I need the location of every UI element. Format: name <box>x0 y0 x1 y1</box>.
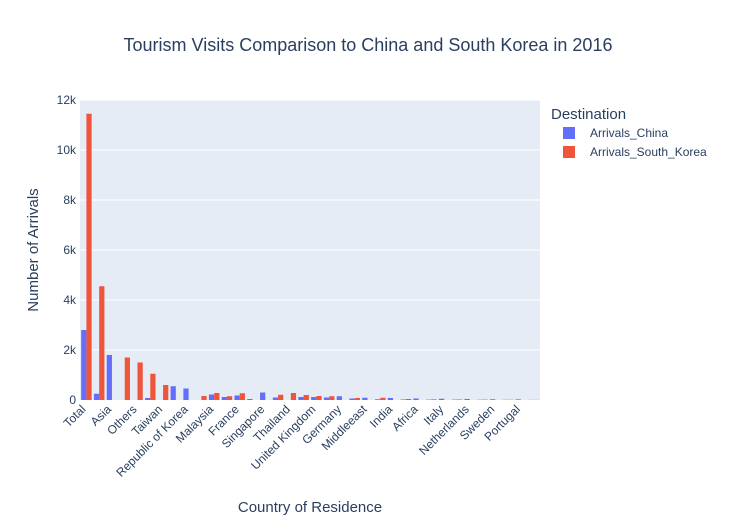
bar-arrivals-china[interactable] <box>349 399 354 401</box>
y-axis-label: Number of Arrivals <box>25 188 42 311</box>
bar-arrivals-china[interactable] <box>324 398 329 401</box>
bar-arrivals-china[interactable] <box>107 355 112 400</box>
bar-arrivals-china[interactable] <box>516 399 521 400</box>
bar-arrivals-south-korea[interactable] <box>125 358 130 401</box>
bar-arrivals-china[interactable] <box>260 393 265 401</box>
bar-arrivals-south-korea[interactable] <box>278 395 283 400</box>
x-tick-label: Africa <box>389 402 421 434</box>
bar-arrivals-china[interactable] <box>298 397 303 400</box>
bar-arrivals-china[interactable] <box>413 399 418 401</box>
bar-arrivals-south-korea[interactable] <box>163 385 168 400</box>
bar-arrivals-china[interactable] <box>171 386 176 400</box>
bar-arrivals-south-korea[interactable] <box>138 363 143 401</box>
bar-arrivals-south-korea[interactable] <box>406 399 411 400</box>
bar-arrivals-china[interactable] <box>273 398 278 401</box>
bar-arrivals-south-korea[interactable] <box>329 396 334 400</box>
bar-arrivals-south-korea[interactable] <box>457 400 462 401</box>
y-tick-label: 8k <box>63 193 77 207</box>
bar-arrivals-south-korea[interactable] <box>227 396 232 400</box>
legend-items: Arrivals_China Arrivals_South_Korea <box>563 126 707 159</box>
y-tick-label: 12k <box>57 93 77 107</box>
bar-arrivals-china[interactable] <box>388 398 393 400</box>
bar-arrivals-south-korea[interactable] <box>380 398 385 400</box>
bar-arrivals-china[interactable] <box>247 399 252 400</box>
legend-swatch <box>563 146 575 158</box>
bar-arrivals-china[interactable] <box>81 330 86 400</box>
legend-item-label[interactable]: Arrivals_China <box>590 126 668 140</box>
bar-arrivals-china[interactable] <box>145 398 150 400</box>
y-tick-label: 10k <box>57 143 77 157</box>
bar-arrivals-south-korea[interactable] <box>214 393 219 400</box>
bar-arrivals-south-korea[interactable] <box>431 399 436 400</box>
legend-item-label[interactable]: Arrivals_South_Korea <box>590 145 707 159</box>
legend: Destination Arrivals_China Arrivals_South… <box>551 106 707 159</box>
bar-arrivals-south-korea[interactable] <box>316 396 321 400</box>
bar-arrivals-china[interactable] <box>464 399 469 400</box>
bar-arrivals-south-korea[interactable] <box>355 398 360 400</box>
legend-swatch <box>563 127 575 139</box>
bar-arrivals-south-korea[interactable] <box>201 396 206 400</box>
y-tick-label: 4k <box>63 293 77 307</box>
bar-arrivals-china[interactable] <box>311 397 316 400</box>
bar-arrivals-china[interactable] <box>337 396 342 400</box>
bar-arrivals-china[interactable] <box>439 399 444 400</box>
bar-arrivals-china[interactable] <box>362 398 367 400</box>
bar-arrivals-china[interactable] <box>94 394 99 400</box>
bar-arrivals-south-korea[interactable] <box>304 395 309 400</box>
legend-title: Destination <box>551 106 626 123</box>
chart-title: Tourism Visits Comparison to China and S… <box>124 35 613 55</box>
y-tick-label: 2k <box>63 343 77 357</box>
bar-arrivals-south-korea[interactable] <box>291 393 296 400</box>
x-axis-label: Country of Residence <box>238 499 382 516</box>
bar-arrivals-south-korea[interactable] <box>86 114 91 400</box>
bar-arrivals-south-korea[interactable] <box>240 393 245 400</box>
bar-arrivals-south-korea[interactable] <box>99 286 104 400</box>
bar-arrivals-south-korea[interactable] <box>150 374 155 400</box>
x-tick-label: Total <box>61 402 89 430</box>
bar-arrivals-china[interactable] <box>209 395 214 401</box>
bar-arrivals-china[interactable] <box>490 399 495 400</box>
bar-arrivals-china[interactable] <box>222 397 227 400</box>
bar-arrivals-china[interactable] <box>234 396 239 401</box>
bar-arrivals-china[interactable] <box>401 400 406 401</box>
bar-arrivals-china[interactable] <box>183 389 188 401</box>
bar-arrivals-china[interactable] <box>375 399 380 400</box>
y-tick-label: 6k <box>63 243 77 257</box>
